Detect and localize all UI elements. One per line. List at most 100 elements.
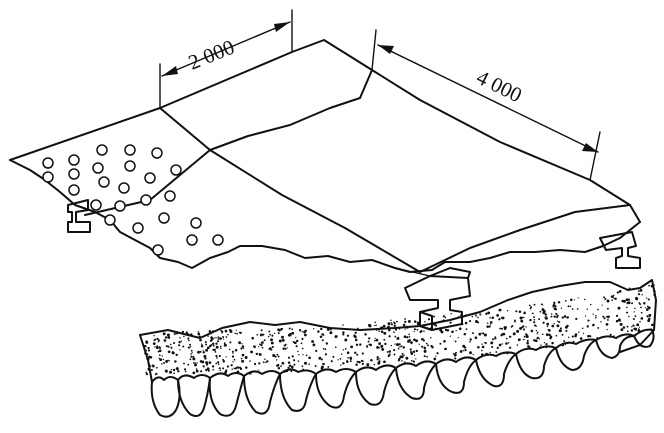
gravel-speck: [489, 323, 492, 325]
gravel-speck: [481, 343, 483, 345]
gravel-speck: [533, 316, 535, 319]
gravel-speck: [540, 303, 543, 306]
gravel-speck: [283, 370, 286, 373]
gravel-speck: [637, 290, 640, 292]
gravel-speck: [324, 353, 328, 356]
gravel-speck: [433, 315, 435, 318]
gravel-speck: [383, 338, 386, 341]
gravel-speck: [520, 319, 524, 323]
gravel-speck: [483, 333, 487, 337]
gravel-speck: [639, 320, 641, 323]
gravel-speck: [444, 348, 446, 351]
gravel-speck: [587, 335, 590, 338]
gravel-speck: [631, 326, 633, 328]
gravel-speck: [496, 346, 499, 350]
gravel-speck: [542, 311, 546, 315]
gravel-speck: [458, 327, 462, 331]
gravel-speck: [634, 327, 638, 331]
gravel-speck: [457, 336, 459, 339]
gravel-speck: [204, 357, 207, 360]
gravel-speck: [402, 323, 406, 327]
gravel-speck: [158, 357, 160, 360]
gravel-speck: [228, 348, 231, 351]
gravel-speck: [268, 370, 270, 372]
gravel-speck: [199, 338, 202, 342]
gravel-speck: [488, 325, 491, 328]
gravel-speck: [486, 325, 489, 328]
gravel-speck: [298, 329, 302, 332]
gravel-speck: [217, 363, 220, 365]
gravel-speck: [172, 341, 176, 345]
gravel-speck: [543, 342, 546, 344]
gravel-speck: [529, 307, 532, 310]
gravel-speck: [604, 297, 607, 301]
gravel-speck: [576, 308, 579, 310]
gravel-speck: [420, 330, 423, 333]
gravel-speck: [222, 358, 225, 361]
gravel-speck: [480, 353, 484, 356]
gravel-speck: [611, 299, 613, 302]
gravel-speck: [380, 330, 384, 334]
gravel-speck: [259, 333, 263, 337]
gravel-speck: [619, 322, 623, 326]
gravel-speck: [510, 351, 512, 354]
gravel-speck: [287, 356, 291, 359]
gravel-speck: [622, 326, 626, 329]
gravel-speck: [384, 342, 387, 346]
gravel-speck: [317, 330, 320, 333]
gravel-speck: [498, 309, 501, 312]
gravel-speck: [455, 330, 457, 332]
gravel-speck: [582, 332, 585, 335]
gravel-speck: [346, 328, 348, 330]
gravel-speck: [469, 351, 472, 355]
gravel-speck: [449, 321, 452, 324]
gravel-speck: [342, 349, 345, 351]
gravel-speck: [545, 346, 548, 349]
gravel-speck: [533, 318, 536, 321]
gravel-speck: [292, 340, 295, 343]
gravel-speck: [555, 334, 558, 337]
gravel-speck: [276, 353, 279, 356]
gravel-speck: [410, 352, 414, 355]
gravel-speck: [390, 322, 393, 324]
gravel-speck: [330, 360, 333, 363]
gravel-speck: [155, 346, 159, 350]
gravel-speck: [396, 320, 398, 323]
gravel-speck: [290, 370, 293, 373]
gravel-speck: [219, 345, 222, 348]
gravel-speck: [342, 324, 344, 326]
gravel-speck: [410, 342, 413, 345]
gravel-speck: [645, 308, 649, 311]
gravel-speck: [546, 325, 549, 328]
gravel-speck: [197, 331, 200, 333]
gravel-speck: [167, 345, 170, 348]
gravel-speck: [342, 362, 345, 365]
gravel-speck: [606, 307, 609, 310]
gravel-speck: [166, 333, 170, 337]
gravel-speck: [542, 321, 545, 324]
gravel-speck: [218, 354, 221, 358]
gravel-speck: [263, 339, 266, 342]
gravel-speck: [560, 307, 563, 309]
gravel-speck: [207, 369, 210, 372]
gravel-speck: [149, 355, 153, 359]
gravel-speck: [321, 358, 323, 361]
ground-section: [139, 279, 657, 418]
gravel-speck: [284, 347, 287, 350]
gravel-speck: [376, 358, 379, 361]
gravel-speck: [643, 302, 646, 305]
gravel-speck: [255, 352, 258, 356]
gravel-speck: [553, 307, 557, 310]
gravel-speck: [634, 307, 636, 310]
gravel-speck: [289, 332, 292, 336]
gravel-speck: [195, 369, 199, 373]
gravel-speck: [361, 352, 364, 355]
gravel-speck: [626, 311, 629, 314]
gravel-speck: [464, 348, 467, 352]
gravel-speck: [465, 314, 467, 316]
gravel-speck: [485, 352, 487, 355]
gravel-speck: [418, 343, 420, 345]
gravel-speck: [408, 336, 411, 338]
gravel-speck: [620, 328, 624, 331]
gravel-speck: [196, 362, 198, 364]
